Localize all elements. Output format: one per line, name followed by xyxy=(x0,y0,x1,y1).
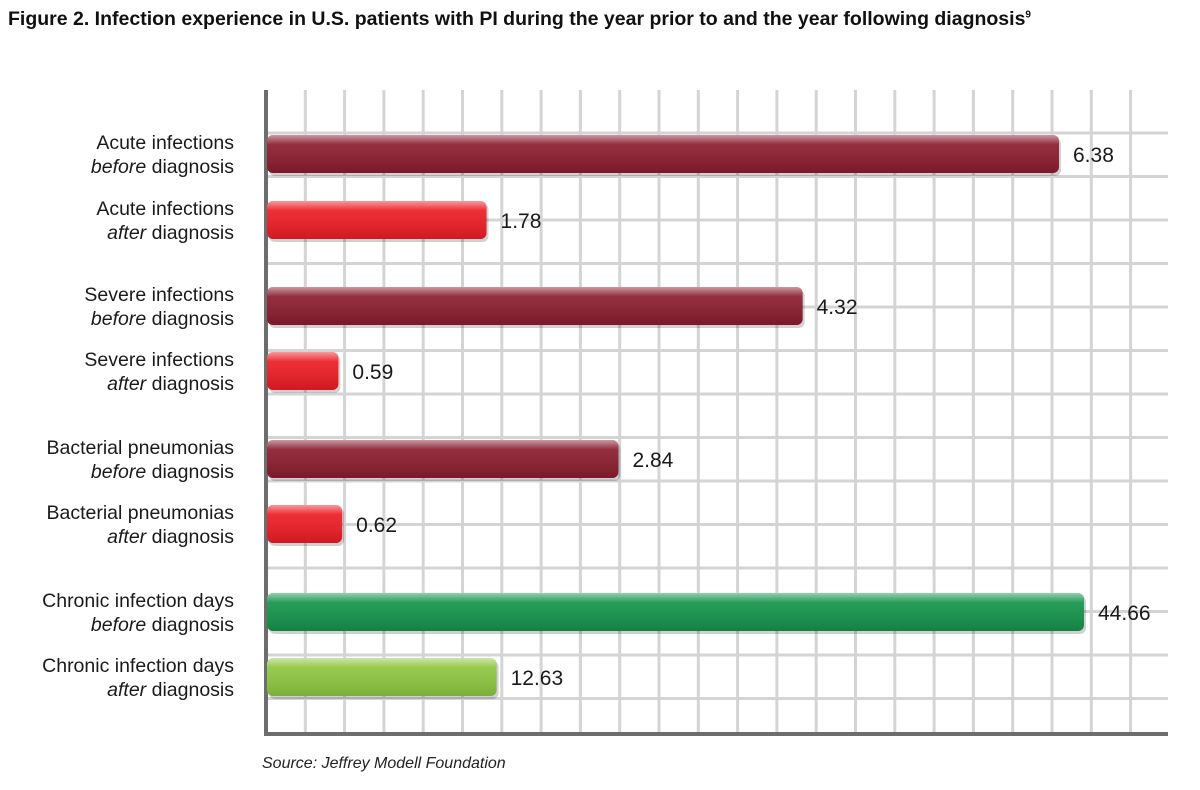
category-label-line2-5: after diagnosis xyxy=(107,526,234,548)
source-note: Source: Jeffrey Modell Foundation xyxy=(262,755,506,772)
value-label-3: 0.59 xyxy=(352,361,393,384)
bar-highlight xyxy=(267,440,619,478)
value-label-0: 6.38 xyxy=(1073,144,1114,167)
category-emphasis: before xyxy=(91,308,146,330)
chart-title: Figure 2. Infection experience in U.S. p… xyxy=(8,8,1198,31)
category-label-line2-0: before diagnosis xyxy=(91,156,234,178)
bar-highlight xyxy=(267,593,1084,631)
category-label-line1-1: Acute infections xyxy=(96,198,234,220)
chart-bars: 6.38 1.78 4.32 0.59 2.84 0.62 44.66 12.63 xyxy=(267,135,1151,699)
category-label-line1-2: Severe infections xyxy=(84,284,234,306)
value-label-1: 1.78 xyxy=(501,210,542,233)
category-emphasis: after xyxy=(107,222,148,244)
category-suffix: diagnosis xyxy=(146,461,234,483)
category-emphasis: after xyxy=(107,679,148,701)
plot-area xyxy=(266,90,1168,734)
category-label-line1-5: Bacterial pneumonias xyxy=(46,502,234,524)
chart-grid xyxy=(266,90,1168,734)
category-suffix: diagnosis xyxy=(146,156,234,178)
category-emphasis: before xyxy=(91,614,146,636)
category-label-line2-1: after diagnosis xyxy=(107,222,234,244)
category-label-line2-2: before diagnosis xyxy=(91,308,234,330)
category-emphasis: after xyxy=(107,373,148,395)
category-suffix: diagnosis xyxy=(146,679,234,701)
bar-highlight xyxy=(267,658,497,696)
category-suffix: diagnosis xyxy=(146,373,234,395)
value-label-6: 44.66 xyxy=(1098,602,1151,625)
category-label-line2-6: before diagnosis xyxy=(91,614,234,636)
bar-highlight xyxy=(267,287,803,325)
value-label-2: 4.32 xyxy=(817,296,858,319)
bar-highlight xyxy=(267,135,1059,173)
footnote-marker: 9 xyxy=(1025,9,1031,21)
chart-title-text: Figure 2. Infection experience in U.S. p… xyxy=(8,8,1026,30)
bar-highlight xyxy=(267,505,343,543)
category-label-line1-0: Acute infections xyxy=(96,132,234,154)
value-label-7: 12.63 xyxy=(511,667,564,690)
category-label-line1-6: Chronic infection days xyxy=(42,590,234,612)
category-label-line2-4: before diagnosis xyxy=(91,461,234,483)
bar-highlight xyxy=(267,201,487,239)
category-suffix: diagnosis xyxy=(146,308,234,330)
category-emphasis: before xyxy=(91,156,146,178)
category-label-line1-4: Bacterial pneumonias xyxy=(46,437,234,459)
category-suffix: diagnosis xyxy=(146,526,234,548)
value-label-5: 0.62 xyxy=(356,514,397,537)
bar-highlight xyxy=(267,352,339,390)
category-emphasis: after xyxy=(107,526,148,548)
category-suffix: diagnosis xyxy=(146,222,234,244)
chart-axes xyxy=(264,90,1168,736)
category-label-line1-7: Chronic infection days xyxy=(42,655,234,677)
category-label-line2-7: after diagnosis xyxy=(107,679,234,701)
category-suffix: diagnosis xyxy=(146,614,234,636)
category-emphasis: before xyxy=(91,461,146,483)
value-label-4: 2.84 xyxy=(632,449,673,472)
category-label-line1-3: Severe infections xyxy=(84,349,234,371)
category-label-line2-3: after diagnosis xyxy=(107,373,234,395)
